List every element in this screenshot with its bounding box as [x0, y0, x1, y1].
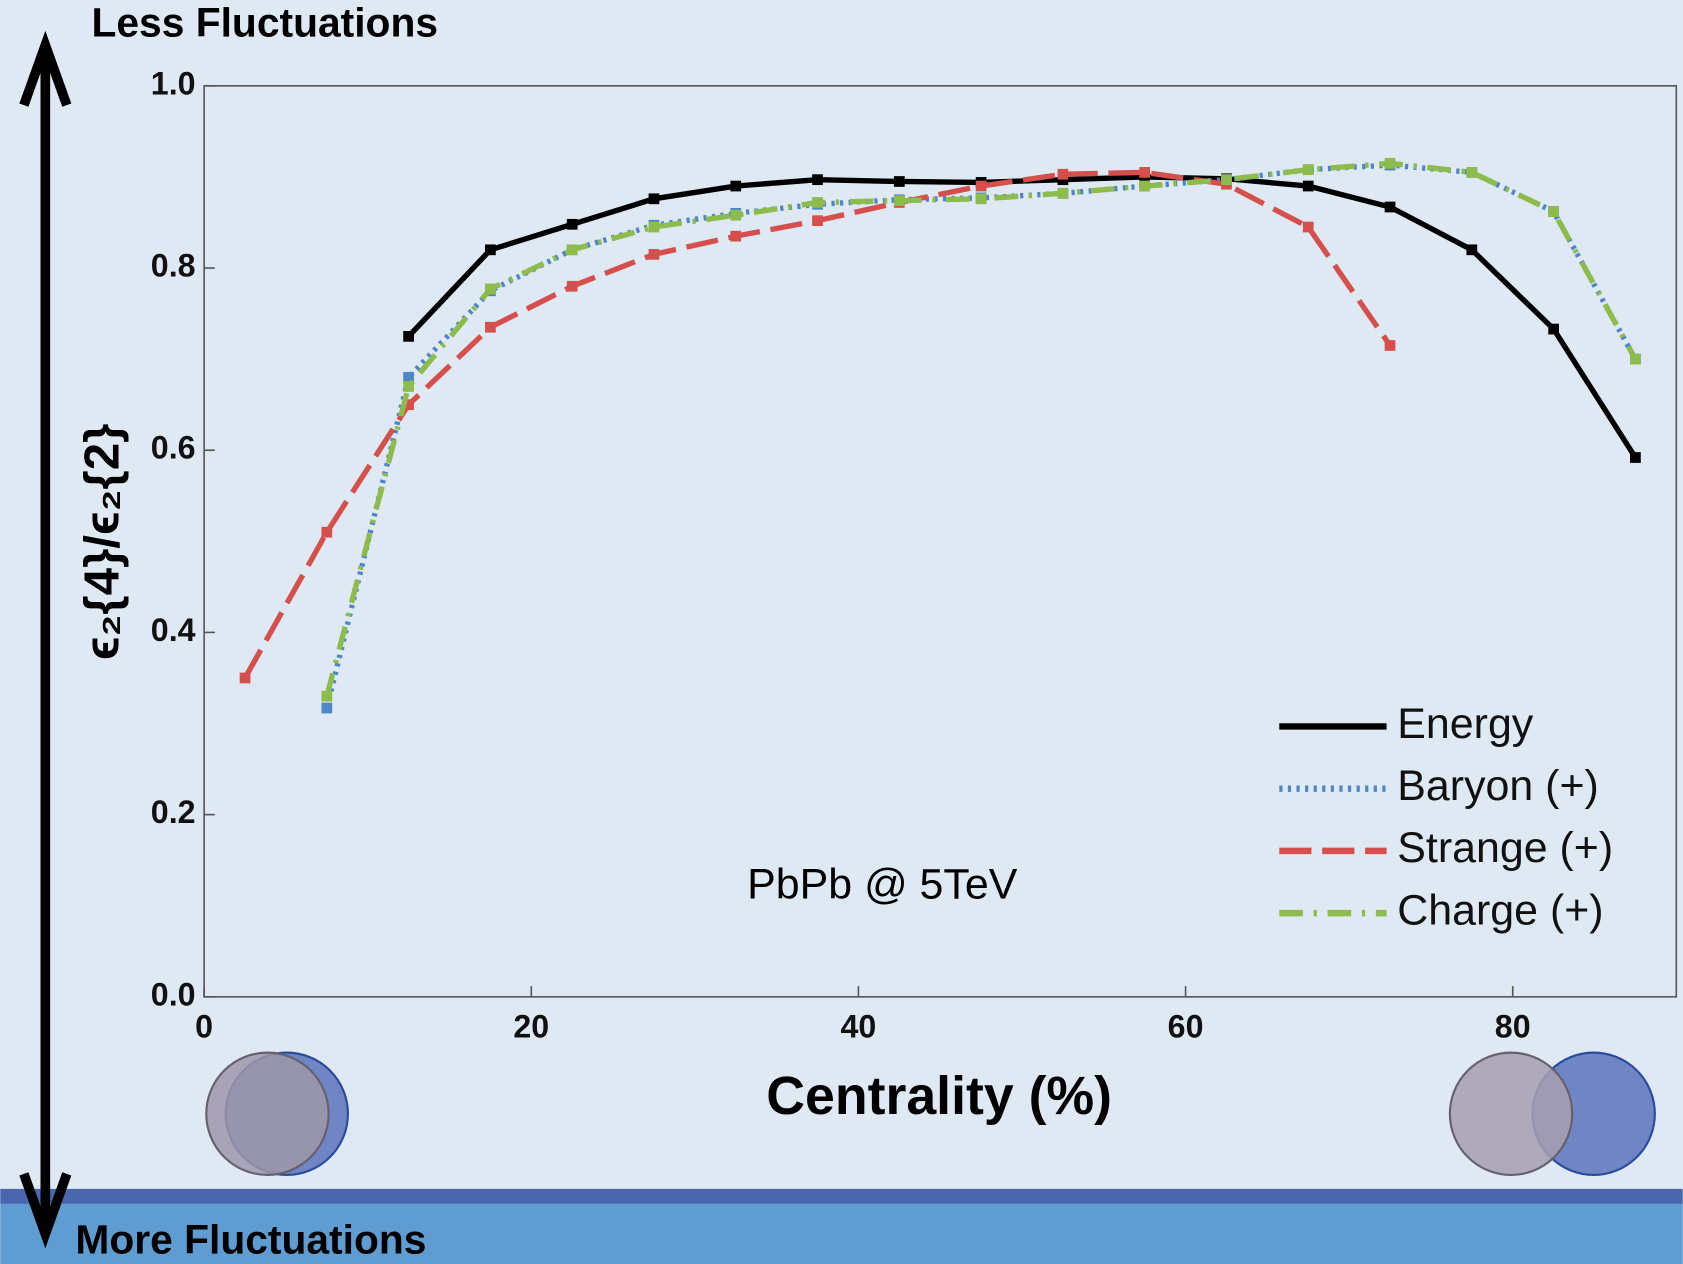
point — [975, 180, 987, 192]
point — [1057, 168, 1069, 180]
point — [812, 197, 823, 208]
y-tick-label: 0.2 — [151, 794, 196, 830]
point — [1630, 452, 1641, 463]
point — [1139, 167, 1151, 178]
legend-label: Charge (+) — [1397, 886, 1603, 934]
point — [485, 321, 496, 333]
point — [1384, 340, 1396, 351]
point — [1384, 201, 1396, 213]
point — [1221, 174, 1232, 186]
point — [975, 193, 987, 205]
y-tick-label: 0.6 — [151, 430, 196, 466]
x-tick-label: 40 — [841, 1009, 877, 1045]
point — [1057, 187, 1069, 199]
overlap-left — [205, 1051, 349, 1177]
band-light — [0, 1203, 1683, 1264]
fluctuation-arrow — [19, 30, 72, 1249]
point — [730, 230, 742, 242]
x-tick-label: 80 — [1495, 1009, 1531, 1045]
point — [1302, 180, 1314, 192]
x-tick-label: 20 — [513, 1009, 549, 1045]
point — [1548, 206, 1559, 217]
y-tick-label: 0.0 — [151, 976, 196, 1012]
point — [566, 244, 578, 256]
top-label: Less Fluctuations — [91, 0, 438, 46]
point — [566, 218, 578, 230]
point — [403, 381, 414, 392]
point — [1548, 323, 1559, 335]
point — [1630, 353, 1641, 365]
series-line — [242, 169, 1393, 680]
point — [403, 371, 414, 383]
x-tick-label: 60 — [1168, 1009, 1204, 1045]
point — [648, 221, 660, 233]
point — [239, 672, 251, 684]
overlap-right — [1448, 1051, 1656, 1177]
point — [566, 280, 578, 292]
point — [403, 330, 414, 342]
point — [1466, 167, 1478, 178]
x-tick-label: 0 — [195, 1009, 213, 1045]
point — [321, 690, 333, 702]
legend-label: Energy — [1397, 700, 1533, 748]
point — [893, 195, 905, 206]
point — [321, 702, 333, 714]
y-tick-label: 0.8 — [151, 248, 196, 284]
series-line — [406, 174, 1638, 459]
y-tick-label: 1.0 — [151, 65, 196, 101]
point — [648, 193, 660, 205]
point — [648, 249, 660, 260]
annotation: PbPb @ 5TeV — [747, 861, 1018, 909]
point — [1302, 221, 1314, 233]
point — [730, 180, 742, 192]
point — [485, 244, 496, 256]
point — [1384, 157, 1396, 169]
point — [1466, 244, 1478, 256]
band-dark — [0, 1188, 1683, 1204]
point — [812, 215, 823, 227]
series-line — [324, 160, 1638, 697]
point — [1302, 164, 1314, 176]
bottom-label: More Fluctuations — [75, 1216, 426, 1262]
point — [1057, 174, 1069, 186]
legend-label: Baryon (+) — [1397, 762, 1599, 810]
series-line — [324, 162, 1638, 709]
point — [485, 283, 496, 295]
point — [893, 176, 905, 187]
point — [403, 399, 414, 411]
legend-label: Strange (+) — [1397, 824, 1613, 872]
y-tick-label: 0.4 — [151, 612, 196, 648]
y-axis-label: ϵ₂{4}/ϵ₂{2} — [74, 424, 129, 660]
point — [812, 174, 823, 186]
plot-frame — [203, 85, 1678, 998]
point — [321, 526, 333, 538]
point — [1139, 180, 1151, 192]
point — [730, 209, 742, 221]
x-axis-label: Centrality (%) — [766, 1066, 1112, 1126]
